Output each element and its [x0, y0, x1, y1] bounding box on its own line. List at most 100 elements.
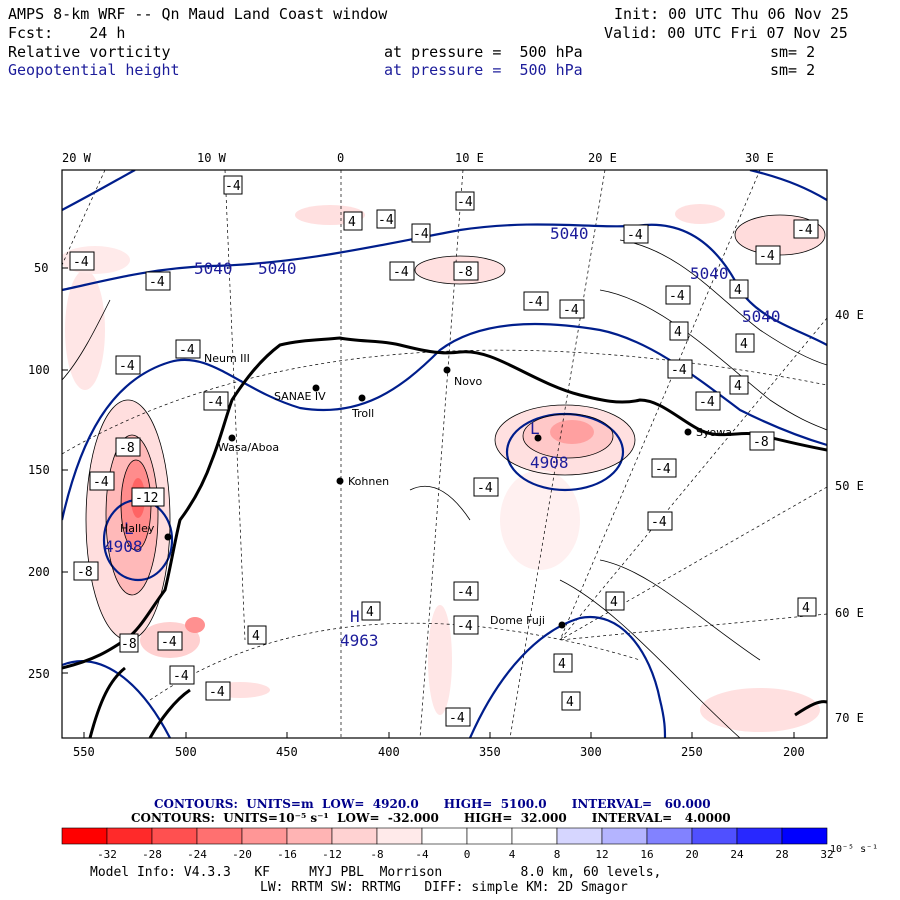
- vorticity-label: -4: [655, 462, 671, 477]
- station-marker: [336, 477, 344, 485]
- vorticity-label: 4: [566, 695, 574, 710]
- height-label: 5040: [690, 264, 729, 283]
- field1-name: Relative vorticity: [8, 43, 171, 61]
- vorticity-label: -12: [135, 491, 158, 506]
- x-tick-label: 550: [73, 745, 95, 759]
- colorbar-swatch: [61, 827, 108, 845]
- station-label: Novo: [454, 375, 482, 388]
- vorticity-label: -4: [759, 249, 775, 264]
- lon-label-top: 20 W: [62, 151, 92, 165]
- contour-info-vorticity: CONTOURS: UNITS=10⁻⁵ s⁻¹ LOW= -32.000 HI…: [131, 811, 731, 825]
- height-label: 4908: [104, 537, 143, 556]
- height-label: 4908: [530, 453, 569, 472]
- colorbar-label: -16: [277, 848, 297, 861]
- vorticity-label: -4: [225, 179, 241, 194]
- model-info-line1: Model Info: V4.3.3 KF MYJ PBL Morrison 8…: [90, 865, 662, 880]
- colorbar-label: -28: [142, 848, 162, 861]
- y-tick-label: 100: [28, 363, 50, 377]
- station-label: Wasa/Aboa: [218, 441, 279, 454]
- height-label: 5040: [194, 259, 233, 278]
- vorticity-label: -4: [413, 227, 429, 242]
- model-info-line2: LW: RRTM SW: RRTMG DIFF: simple KM: 2D S…: [260, 880, 628, 895]
- lon-label-right: 40 E: [835, 308, 864, 322]
- station-label: Neum III: [204, 352, 250, 365]
- vorticity-label: -4: [449, 711, 465, 726]
- map-frame: [61, 169, 828, 739]
- y-tick-label: 200: [28, 565, 50, 579]
- colorbar-swatch: [241, 827, 288, 845]
- colorbar-label: 4: [509, 848, 516, 861]
- vorticity-label: -4: [627, 228, 643, 243]
- vorticity-label: -4: [161, 635, 177, 650]
- vorticity-label: -4: [179, 343, 195, 358]
- lon-label-right: 60 E: [835, 606, 864, 620]
- vorticity-label: -4: [93, 475, 109, 490]
- lon-label-top: 10 E: [455, 151, 484, 165]
- station-marker: [684, 428, 692, 436]
- x-tick-label: 350: [479, 745, 501, 759]
- contour-info-heights: CONTOURS: UNITS=m LOW= 4920.0 HIGH= 5100…: [154, 797, 711, 811]
- vorticity-label: 4: [734, 379, 742, 394]
- colorbar-swatch: [781, 827, 828, 845]
- station-label: Kohnen: [348, 475, 389, 488]
- field1-level: at pressure = 500 hPa: [384, 43, 583, 61]
- x-tick-label: 250: [681, 745, 703, 759]
- colorbar-swatch: [196, 827, 243, 845]
- station-marker: [164, 533, 172, 541]
- station-label: Troll: [351, 407, 374, 420]
- colorbar-label: -24: [187, 848, 207, 861]
- high-center-marker: H: [350, 607, 360, 626]
- vorticity-label: -4: [73, 255, 89, 270]
- colorbar: -32 -28 -24 -20 -16 -12 -8 -4 0 4 8 12 16 20 24 28 3210⁻…: [61, 827, 878, 861]
- colorbar-swatch: [286, 827, 333, 845]
- vorticity-label: -4: [457, 619, 473, 634]
- vorticity-contours: [62, 214, 827, 738]
- colorbar-label: -20: [232, 848, 252, 861]
- vorticity-label: -4: [457, 585, 473, 600]
- colorbar-label: -4: [415, 848, 429, 861]
- field2-level: at pressure = 500 hPa: [384, 61, 583, 79]
- colorbar-label: 20: [685, 848, 698, 861]
- station-marker: [558, 621, 566, 629]
- field2-smooth: sm= 2: [770, 61, 816, 79]
- vorticity-label: -4: [563, 303, 579, 318]
- field1-smooth: sm= 2: [770, 43, 816, 61]
- vorticity-label: -4: [669, 289, 685, 304]
- vorticity-label: -4: [209, 685, 225, 700]
- lon-label-top: 20 E: [588, 151, 617, 165]
- colorbar-swatch: [511, 827, 558, 845]
- vorticity-label: -4: [119, 359, 135, 374]
- height-label: 5040: [258, 259, 297, 278]
- lon-label-top: 0: [337, 151, 344, 165]
- axis-ticks: [62, 267, 795, 738]
- vorticity-label: -8: [753, 435, 769, 450]
- height-label: 5040: [550, 224, 589, 243]
- vorticity-label: -4: [651, 515, 667, 530]
- station-marker: [534, 434, 542, 442]
- colorbar-label: 8: [554, 848, 561, 861]
- vorticity-label: -4: [207, 395, 223, 410]
- coastline: [62, 336, 827, 738]
- colorbar-swatch: [421, 827, 468, 845]
- colorbar-label: 24: [730, 848, 744, 861]
- lon-label-top: 10 W: [197, 151, 227, 165]
- station-label: SANAE IV: [274, 390, 326, 403]
- colorbar-swatch: [646, 827, 693, 845]
- vorticity-label: 4: [348, 215, 356, 230]
- colorbar-swatch: [601, 827, 648, 845]
- vorticity-label: 4: [740, 337, 748, 352]
- vorticity-label: -4: [393, 265, 409, 280]
- header-valid: Valid: 00 UTC Fri 07 Nov 25: [604, 24, 848, 42]
- colorbar-unit: 10⁻⁵ s⁻¹: [830, 844, 878, 855]
- vorticity-label: -4: [477, 481, 493, 496]
- colorbar-swatch: [331, 827, 378, 845]
- colorbar-label: 12: [595, 848, 608, 861]
- colorbar-swatch: [151, 827, 198, 845]
- x-tick-label: 500: [175, 745, 197, 759]
- header-init: Init: 00 UTC Thu 06 Nov 25: [614, 5, 849, 23]
- vorticity-label: -4: [457, 195, 473, 210]
- vorticity-label: -4: [699, 395, 715, 410]
- y-tick-label: 50: [34, 261, 48, 275]
- vorticity-label: 4: [252, 629, 260, 644]
- vorticity-label: 4: [610, 595, 618, 610]
